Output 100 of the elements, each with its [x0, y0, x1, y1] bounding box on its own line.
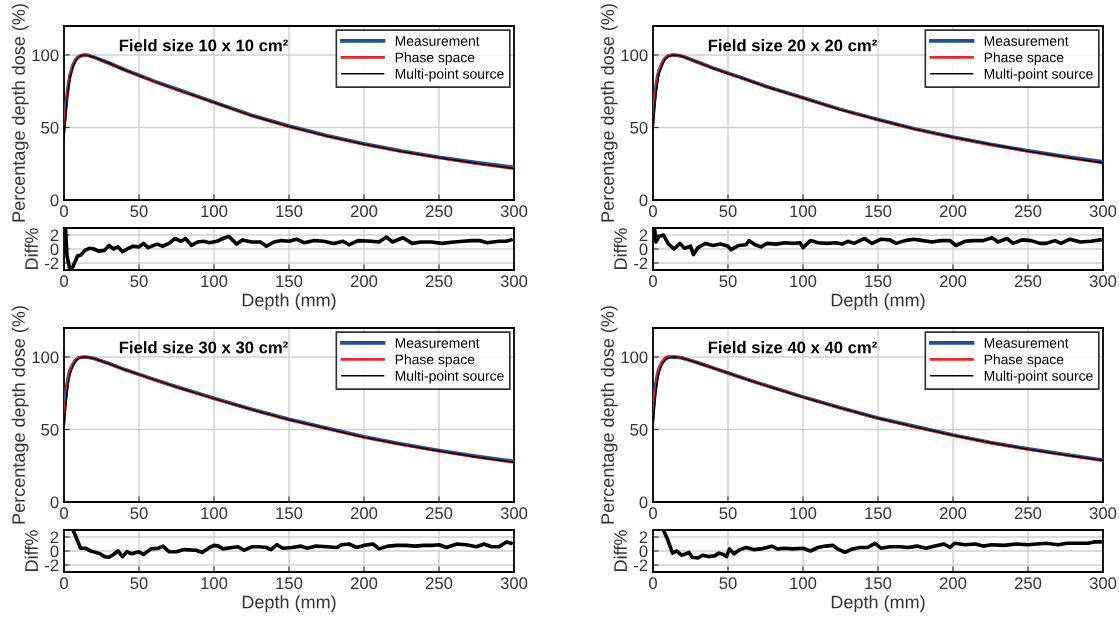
- y-tick-label: 100: [621, 351, 648, 364]
- x-tick-label: 200: [350, 507, 378, 520]
- y-tick-label: 100: [621, 49, 648, 62]
- legend-label: Phase space: [984, 354, 1064, 368]
- y-tick-label: 100: [32, 351, 59, 364]
- y-axis-title: Percentage depth dose (%): [11, 306, 29, 524]
- x-tick-label: 300: [500, 577, 528, 590]
- x-tick-label: 150: [865, 577, 892, 590]
- y-axis-title: Diff%: [24, 228, 38, 269]
- x-tick-label: 100: [201, 577, 228, 590]
- x-tick-label: 200: [350, 275, 378, 288]
- y-tick-label: 100: [32, 49, 59, 62]
- legend-label: Measurement: [984, 36, 1069, 46]
- x-axis-title: Depth (mm): [242, 293, 336, 311]
- x-tick-label: 250: [425, 205, 453, 218]
- y-tick-label: 50: [630, 121, 648, 134]
- y-tick-label: -2: [634, 559, 648, 572]
- x-tick-label: 100: [790, 577, 817, 590]
- legend-label: Phase space: [984, 52, 1064, 66]
- x-tick-label: 200: [939, 205, 967, 218]
- x-tick-label: 150: [865, 205, 892, 218]
- x-tick-label: 150: [865, 275, 892, 288]
- y-tick-label: 2: [50, 531, 59, 544]
- legend-label: Measurement: [395, 338, 480, 348]
- x-tick-label: 250: [425, 275, 453, 288]
- x-tick-label: 0: [649, 205, 657, 218]
- x-tick-label: 200: [350, 205, 378, 218]
- y-tick-label: 0: [50, 496, 59, 509]
- y-axis-title: Percentage depth dose (%): [600, 4, 618, 222]
- x-tick-label: 200: [939, 275, 967, 288]
- text: Field size 30 x 30 cm²: [119, 341, 288, 354]
- y-tick-label: 0: [50, 194, 59, 207]
- x-tick-label: 100: [201, 275, 228, 288]
- legend-label: Multi-point source: [395, 68, 504, 82]
- legend-label: Multi-point source: [395, 370, 504, 384]
- x-tick-label: 250: [1014, 507, 1042, 520]
- x-tick-label: 150: [276, 507, 303, 520]
- y-tick-label: 0: [639, 194, 648, 207]
- x-tick-label: 250: [425, 577, 453, 590]
- x-tick-label: 300: [1089, 205, 1117, 218]
- x-tick-label: 50: [130, 577, 148, 590]
- legend-label: Measurement: [395, 36, 480, 46]
- x-tick-label: 50: [130, 205, 148, 218]
- y-tick-label: 50: [630, 423, 648, 436]
- x-tick-label: 300: [1089, 507, 1117, 520]
- x-tick-label: 300: [500, 205, 528, 218]
- y-axis-title: Diff%: [613, 228, 627, 269]
- y-tick-label: 2: [639, 531, 648, 544]
- x-tick-label: 0: [649, 507, 657, 520]
- x-tick-label: 300: [1089, 577, 1117, 590]
- x-tick-label: 50: [719, 205, 737, 218]
- x-tick-label: 100: [201, 507, 228, 520]
- y-tick-label: 50: [41, 121, 59, 134]
- y-tick-label: 0: [50, 243, 59, 256]
- x-tick-label: 300: [1089, 275, 1117, 288]
- y-tick-label: 2: [639, 229, 648, 242]
- y-tick-label: 0: [639, 545, 648, 558]
- x-tick-label: 100: [790, 507, 817, 520]
- y-tick-label: 0: [639, 496, 648, 509]
- text: Field size 20 x 20 cm²: [708, 39, 877, 52]
- legend-label: Phase space: [395, 52, 475, 66]
- x-tick-label: 0: [649, 577, 657, 590]
- x-tick-label: 50: [130, 507, 148, 520]
- legend-label: Multi-point source: [984, 68, 1093, 82]
- x-tick-label: 100: [790, 275, 817, 288]
- y-tick-label: 0: [639, 243, 648, 256]
- text: Field size 10 x 10 cm²: [119, 39, 288, 52]
- x-tick-label: 50: [719, 577, 737, 590]
- x-tick-label: 250: [1014, 577, 1042, 590]
- x-tick-label: 0: [60, 507, 68, 520]
- x-tick-label: 150: [276, 275, 303, 288]
- x-tick-label: 150: [865, 507, 892, 520]
- x-tick-label: 50: [719, 275, 737, 288]
- x-tick-label: 200: [939, 507, 967, 520]
- legend-label: Multi-point source: [984, 370, 1093, 384]
- y-tick-label: 0: [50, 545, 59, 558]
- y-tick-label: -2: [45, 559, 59, 572]
- y-axis-title: Percentage depth dose (%): [11, 4, 29, 222]
- x-tick-label: 200: [939, 577, 967, 590]
- y-tick-label: 2: [50, 229, 59, 242]
- y-tick-label: -2: [45, 257, 59, 270]
- x-tick-label: 200: [350, 577, 378, 590]
- x-tick-label: 100: [201, 205, 228, 218]
- x-tick-label: 0: [60, 275, 68, 288]
- x-tick-label: 300: [500, 275, 528, 288]
- x-tick-label: 300: [500, 507, 528, 520]
- x-tick-label: 50: [130, 275, 148, 288]
- x-tick-label: 0: [60, 205, 68, 218]
- y-tick-label: -2: [634, 257, 648, 270]
- x-tick-label: 0: [649, 275, 657, 288]
- x-tick-label: 50: [719, 507, 737, 520]
- x-axis-title: Depth (mm): [242, 595, 336, 613]
- y-axis-title: Diff%: [24, 530, 38, 571]
- x-tick-label: 0: [60, 577, 68, 590]
- x-tick-label: 250: [1014, 205, 1042, 218]
- y-axis-title: Percentage depth dose (%): [600, 306, 618, 524]
- legend-label: Phase space: [395, 354, 475, 368]
- legend-label: Measurement: [984, 338, 1069, 348]
- text: Field size 40 x 40 cm²: [708, 341, 877, 354]
- x-tick-label: 250: [1014, 275, 1042, 288]
